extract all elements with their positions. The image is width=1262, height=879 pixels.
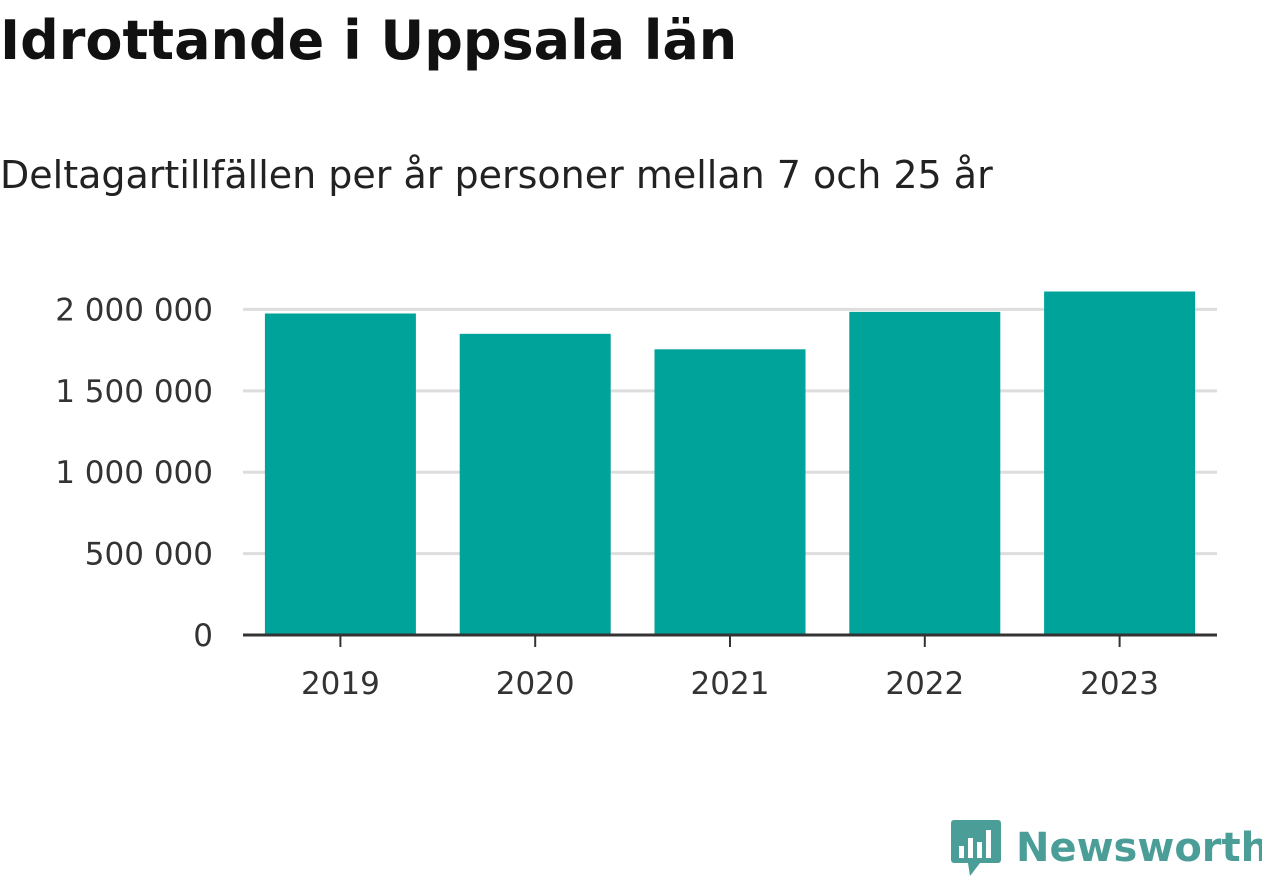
y-tick-label: 2 000 000 (55, 292, 213, 328)
logo-text: Newsworthy (1016, 825, 1262, 871)
y-tick-label: 1 000 000 (55, 455, 213, 491)
x-tick-label: 2019 (301, 666, 380, 702)
bars (264, 291, 1196, 635)
bar-2023 (1044, 291, 1196, 635)
x-tick-label: 2023 (1080, 666, 1159, 702)
y-tick-label: 0 (193, 618, 213, 654)
bar-2022 (849, 311, 1001, 635)
y-tick-label: 500 000 (85, 537, 213, 573)
x-tick-label: 2022 (885, 666, 964, 702)
newsworthy-logo-icon (951, 820, 1001, 876)
x-tick-label: 2021 (691, 666, 770, 702)
bar-2021 (654, 349, 806, 635)
bar-2019 (264, 313, 416, 635)
chart-title: Idrottande i Uppsala län (0, 9, 738, 72)
chart-subtitle: Deltagartillfällen per år personer mella… (0, 153, 993, 197)
y-tick-label: 1 500 000 (55, 374, 213, 410)
axes (243, 633, 1217, 647)
newsworthy-logo: Newsworthy (950, 818, 1262, 878)
bar-2020 (459, 333, 611, 635)
x-tick-label: 2020 (496, 666, 575, 702)
tick-labels: 0 500 000 1 000 000 1 500 000 2 000 000 2019 2… (55, 292, 1159, 702)
